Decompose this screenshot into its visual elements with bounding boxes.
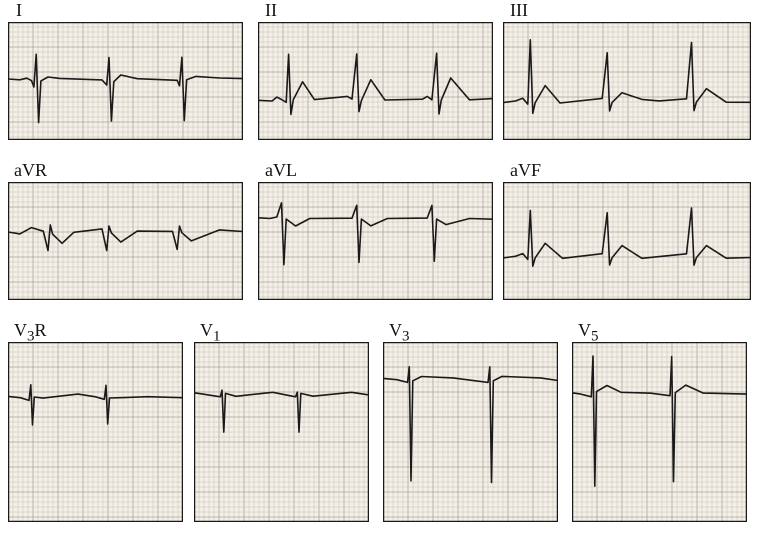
lead-aVL-panel — [258, 182, 493, 300]
lead-V3-panel — [383, 342, 558, 522]
lead-V3-svg — [383, 342, 558, 522]
lead-II-svg — [258, 22, 493, 140]
lead-aVR-svg — [8, 182, 243, 300]
lead-I-svg — [8, 22, 243, 140]
lead-II-panel — [258, 22, 493, 140]
lead-aVF-label: aVF — [510, 160, 541, 181]
ecg-grid-page: IIIIIIaVRaVLaVFV3RV1V3V5 — [0, 0, 762, 544]
lead-III-svg — [503, 22, 751, 140]
lead-I-label: I — [16, 0, 22, 21]
lead-aVR-panel — [8, 182, 243, 300]
lead-aVL-svg — [258, 182, 493, 300]
lead-aVF-panel — [503, 182, 751, 300]
lead-aVF-svg — [503, 182, 751, 300]
lead-aVL-label: aVL — [265, 160, 297, 181]
lead-V5-panel — [572, 342, 747, 522]
lead-aVR-label: aVR — [14, 160, 47, 181]
lead-V1-svg — [194, 342, 369, 522]
lead-V3R-svg — [8, 342, 183, 522]
lead-III-label: III — [510, 0, 528, 21]
lead-V3R-panel — [8, 342, 183, 522]
lead-III-panel — [503, 22, 751, 140]
lead-II-label: II — [265, 0, 277, 21]
lead-V5-svg — [572, 342, 747, 522]
lead-I-panel — [8, 22, 243, 140]
lead-V1-panel — [194, 342, 369, 522]
